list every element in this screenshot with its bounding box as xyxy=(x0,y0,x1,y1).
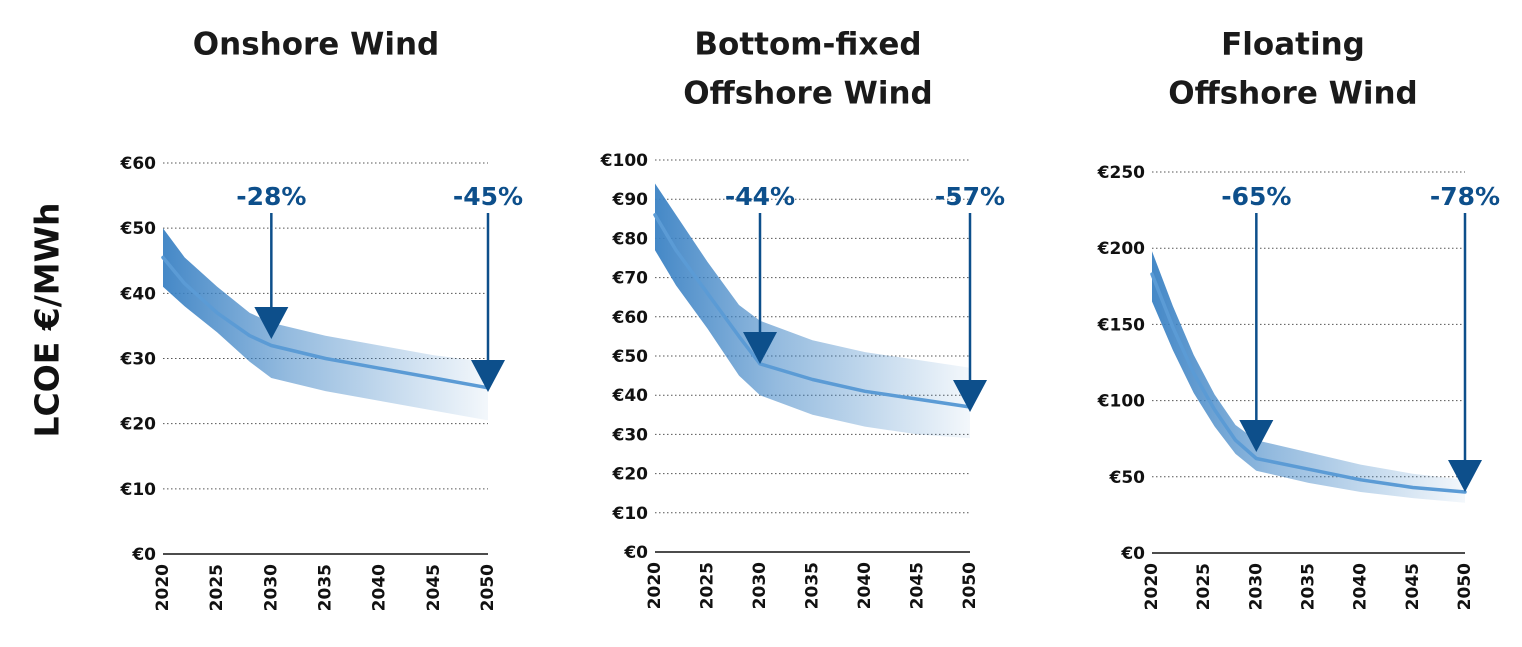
reduction-label: -28% xyxy=(236,182,306,211)
y-tick-label: €70 xyxy=(612,269,649,289)
y-tick-label: €60 xyxy=(120,154,157,174)
arrow-head xyxy=(254,307,289,339)
y-tick-label: €100 xyxy=(600,151,648,171)
x-tick-label: 2040 xyxy=(855,562,875,609)
chart-title: Onshore Wind xyxy=(193,27,439,63)
arrow-head xyxy=(1239,420,1274,452)
arrow-head xyxy=(743,332,777,364)
x-tick-label: 2020 xyxy=(645,562,665,609)
chart-title: Bottom-fixed xyxy=(694,27,921,63)
x-tick-label: 2040 xyxy=(370,564,390,611)
y-tick-label: €40 xyxy=(612,386,649,406)
x-tick-label: 2020 xyxy=(153,564,173,611)
x-tick-label: 2050 xyxy=(960,562,980,609)
reduction-label: -78% xyxy=(1430,182,1500,211)
reduction-label: -45% xyxy=(453,182,523,211)
x-tick-label: 2030 xyxy=(750,562,770,609)
chart-title: Floating xyxy=(1221,27,1365,63)
y-tick-label: €10 xyxy=(120,480,157,500)
y-tick-label: €250 xyxy=(1097,163,1145,183)
y-tick-label: €30 xyxy=(612,425,649,445)
y-tick-label: €80 xyxy=(612,229,649,249)
y-tick-label: €20 xyxy=(612,465,649,485)
y-tick-label: €0 xyxy=(1120,544,1145,564)
series-line xyxy=(161,255,490,390)
arrow-head xyxy=(1448,460,1482,492)
y-tick-label: €30 xyxy=(120,350,157,370)
y-tick-label: €50 xyxy=(120,219,157,239)
y-tick-label: €0 xyxy=(623,543,648,563)
x-tick-label: 2035 xyxy=(803,562,823,609)
reduction-label: -65% xyxy=(1221,182,1291,211)
x-tick-label: 2025 xyxy=(1194,563,1214,610)
x-tick-label: 2040 xyxy=(1351,563,1371,610)
x-tick-label: 2030 xyxy=(261,564,281,611)
y-tick-label: €0 xyxy=(131,545,156,565)
x-tick-label: 2020 xyxy=(1142,563,1162,610)
y-tick-label: €50 xyxy=(1109,468,1146,488)
x-tick-label: 2030 xyxy=(1246,563,1266,610)
uncertainty-band xyxy=(1152,251,1465,503)
y-tick-label: €90 xyxy=(612,190,649,210)
y-tick-label: €100 xyxy=(1097,392,1145,412)
x-tick-label: 2045 xyxy=(1403,563,1423,610)
y-tick-label: €200 xyxy=(1097,239,1145,259)
x-tick-label: 2025 xyxy=(698,562,718,609)
x-tick-label: 2045 xyxy=(908,562,928,609)
y-tick-label: €60 xyxy=(612,308,649,328)
reduction-label: -44% xyxy=(725,182,795,211)
x-tick-label: 2050 xyxy=(478,564,498,611)
x-tick-label: 2045 xyxy=(424,564,444,611)
x-tick-label: 2050 xyxy=(1455,563,1475,610)
chart-panel-2: Bottom-fixed Offshore Wind €0 €10 €20 €30 €40 €… xyxy=(600,27,1005,610)
chart-panel-1: Onshore Wind €0 €10 €20 €30 €40 €50 €60 2020 2025… xyxy=(120,27,524,612)
y-tick-label: €50 xyxy=(612,347,649,367)
arrow-head xyxy=(953,380,987,412)
uncertainty-band xyxy=(655,183,970,439)
arrow-head xyxy=(471,360,505,392)
chart-panel-3: Floating Offshore Wind €0 €50 €100 €150 €200 €2… xyxy=(1097,27,1500,611)
y-tick-label: €40 xyxy=(120,284,157,304)
reduction-label: -57% xyxy=(935,182,1005,211)
series-line xyxy=(1150,272,1467,494)
x-tick-label: 2025 xyxy=(207,564,227,611)
chart-title: Offshore Wind xyxy=(683,76,932,112)
uncertainty-band xyxy=(163,228,488,421)
x-tick-label: 2035 xyxy=(1299,563,1319,610)
chart-title: Offshore Wind xyxy=(1168,76,1417,112)
y-tick-label: €10 xyxy=(612,504,649,524)
x-tick-label: 2035 xyxy=(316,564,336,611)
y-tick-label: €20 xyxy=(120,415,157,435)
y-tick-label: €150 xyxy=(1097,315,1145,335)
